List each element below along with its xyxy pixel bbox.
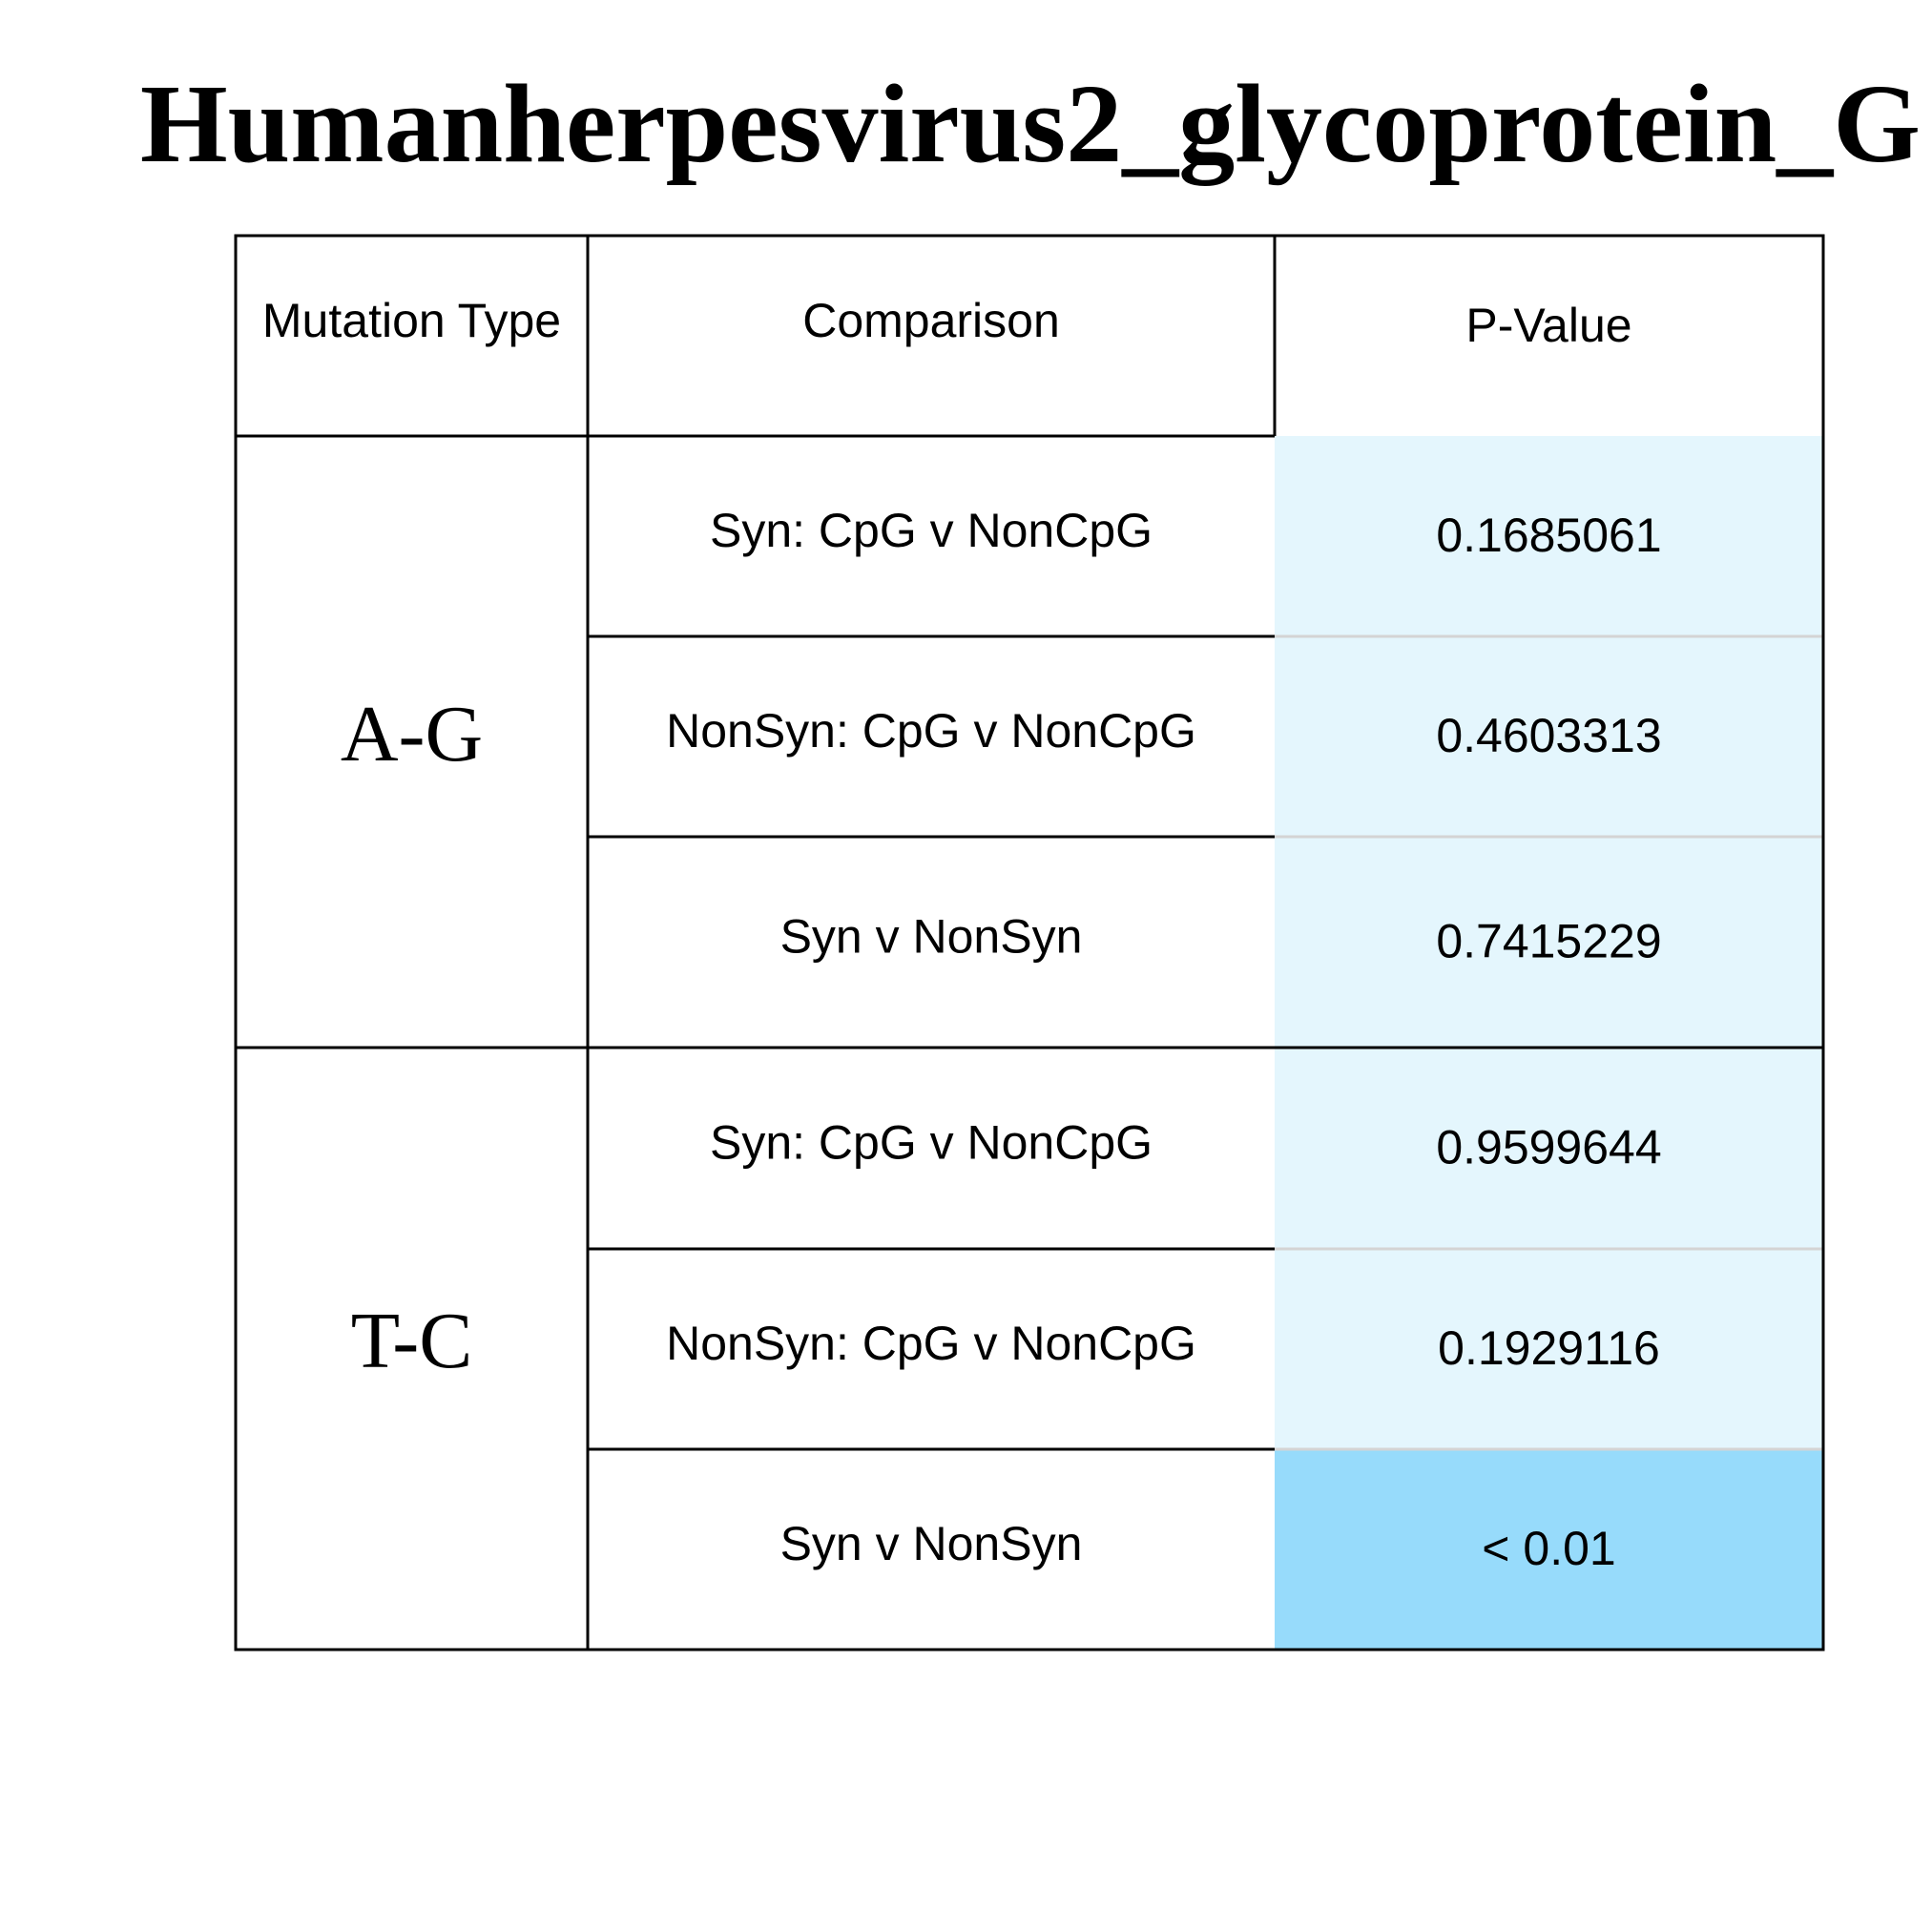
chart-title: Humanherpesvirus2_glycoprotein_G — [139, 61, 1922, 186]
table-header-row: Mutation Type Comparison P-Value — [262, 294, 1632, 352]
table-grid — [234, 234, 1825, 1652]
pvalue-cell-fills — [1275, 436, 1823, 1650]
p-value-cell: 0.1929116 — [1438, 1321, 1660, 1375]
pvalue-cell-bg — [1275, 1449, 1823, 1650]
comparison-cell: Syn v NonSyn — [780, 1517, 1083, 1570]
pvalue-cell-bg — [1275, 1048, 1823, 1249]
pvalue-cell-bg — [1275, 837, 1823, 1048]
comparison-cell: NonSyn: CpG v NonCpG — [666, 1317, 1196, 1370]
p-value-cell: 0.4603313 — [1436, 709, 1661, 762]
header-p-value: P-Value — [1465, 299, 1631, 352]
table-body: Syn: CpG v NonCpG 0.1685061 NonSyn: CpG v … — [341, 504, 1662, 1575]
mutation-type-cell: T-C — [351, 1297, 473, 1385]
table-border — [234, 234, 1825, 1652]
comparison-cell: Syn v NonSyn — [780, 910, 1083, 964]
header-mutation-type: Mutation Type — [262, 294, 561, 347]
mutation-type-cell: A-G — [341, 690, 483, 779]
comparison-cell: Syn: CpG v NonCpG — [710, 1116, 1153, 1170]
comparison-cell: Syn: CpG v NonCpG — [710, 504, 1153, 557]
p-value-cell: 0.1685061 — [1436, 509, 1661, 562]
header-comparison: Comparison — [802, 294, 1060, 347]
p-value-cell: 0.7415229 — [1436, 915, 1661, 968]
pvalue-cell-bg — [1275, 636, 1823, 837]
pvalue-cell-bg — [1275, 436, 1823, 636]
p-value-cell: < 0.01 — [1482, 1522, 1615, 1575]
comparison-cell: NonSyn: CpG v NonCpG — [666, 704, 1196, 758]
p-value-cell: 0.9599644 — [1436, 1121, 1661, 1174]
pvalue-cell-bg — [1275, 1249, 1823, 1449]
